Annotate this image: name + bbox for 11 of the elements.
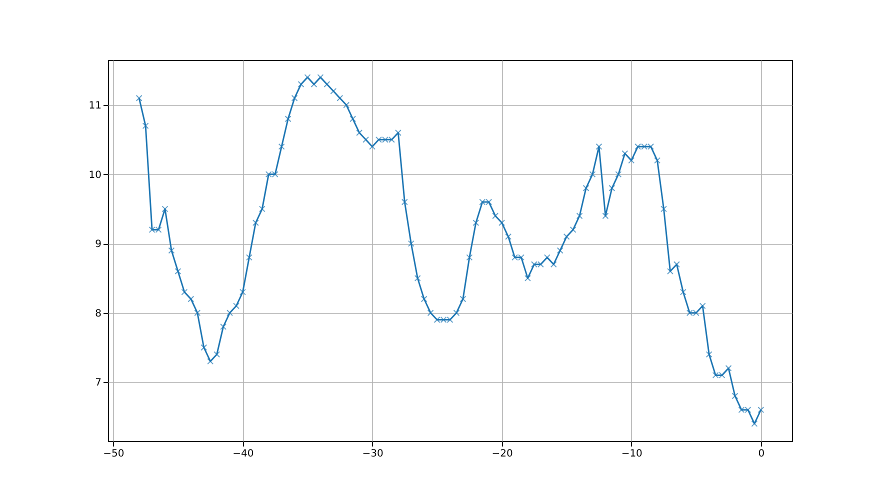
x-tick-label: −40 bbox=[232, 448, 254, 460]
x-tick-label: −50 bbox=[103, 448, 124, 460]
y-tick-label: 11 bbox=[88, 100, 102, 112]
y-tick-label: 7 bbox=[95, 378, 102, 389]
y-tick-label: 8 bbox=[95, 308, 102, 320]
x-tick-label: −30 bbox=[362, 448, 384, 460]
y-tick-label: 9 bbox=[95, 239, 102, 250]
x-tick-label: −20 bbox=[492, 448, 513, 460]
x-tick-label: 0 bbox=[758, 448, 765, 460]
y-tick-label: 10 bbox=[88, 170, 102, 181]
x-tick-label: −10 bbox=[621, 448, 642, 460]
